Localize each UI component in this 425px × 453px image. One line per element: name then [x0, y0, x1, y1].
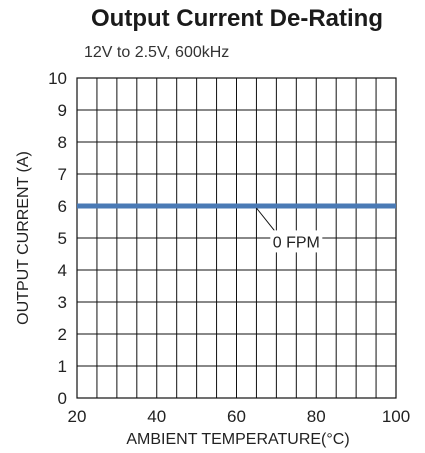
- y-tick-label: 7: [58, 165, 67, 184]
- x-tick-label: 20: [68, 407, 87, 426]
- y-tick-label: 2: [58, 325, 67, 344]
- y-tick-label: 8: [58, 133, 67, 152]
- y-tick-label: 6: [58, 197, 67, 216]
- y-tick-label: 1: [58, 357, 67, 376]
- x-tick-label: 80: [307, 407, 326, 426]
- annotations-group: 0 FPM: [256, 207, 323, 253]
- x-tick-label: 100: [382, 407, 410, 426]
- y-tick-label: 4: [58, 261, 67, 280]
- annotation-label: 0 FPM: [273, 234, 320, 251]
- y-tick-label: 9: [58, 101, 67, 120]
- annotation-leader-line: [256, 207, 275, 231]
- grid: [76, 77, 397, 399]
- y-axis-label: OUTPUT CURRENT (A): [15, 151, 32, 325]
- x-axis-label: AMBIENT TEMPERATURE(°C): [126, 431, 349, 448]
- y-tick-label: 3: [58, 293, 67, 312]
- x-tick-labels: 20 40 60 80 100: [68, 407, 411, 426]
- y-tick-labels: 0 1 2 3 4 5 6 7 8 9 10: [48, 69, 67, 408]
- plot-border: [76, 77, 397, 399]
- x-tick-label: 40: [147, 407, 166, 426]
- annotation-label-background: [270, 230, 323, 253]
- y-tick-label: 10: [48, 69, 67, 88]
- x-tick-label: 60: [227, 407, 246, 426]
- chart-title: Output Current De-Rating: [91, 5, 383, 32]
- y-tick-label: 5: [58, 229, 67, 248]
- chart-subtitle: 12V to 2.5V, 600kHz: [84, 44, 229, 61]
- y-tick-label: 0: [58, 389, 67, 408]
